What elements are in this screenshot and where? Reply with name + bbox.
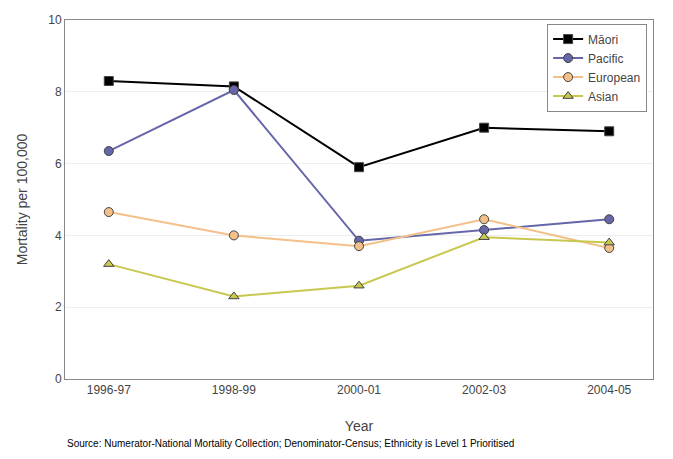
svg-text:2: 2 — [55, 300, 62, 314]
svg-text:Mortality per 100,000: Mortality per 100,000 — [14, 134, 30, 266]
svg-text:8: 8 — [55, 85, 62, 99]
svg-text:2004-05: 2004-05 — [587, 383, 631, 397]
svg-text:2000-01: 2000-01 — [337, 383, 381, 397]
svg-text:Asian: Asian — [588, 90, 618, 104]
svg-text:6: 6 — [55, 157, 62, 171]
svg-text:2002-03: 2002-03 — [462, 383, 506, 397]
svg-text:Year: Year — [345, 418, 374, 434]
svg-text:Source: Numerator-National Mor: Source: Numerator-National Mortality Col… — [67, 438, 514, 449]
svg-text:1996-97: 1996-97 — [87, 383, 131, 397]
svg-text:4: 4 — [55, 229, 62, 243]
svg-text:1998-99: 1998-99 — [212, 383, 256, 397]
svg-text:Māori: Māori — [588, 33, 618, 47]
svg-text:Pacific: Pacific — [588, 52, 623, 66]
svg-text:0: 0 — [55, 372, 62, 386]
svg-text:European: European — [588, 71, 640, 85]
svg-text:10: 10 — [48, 13, 62, 27]
